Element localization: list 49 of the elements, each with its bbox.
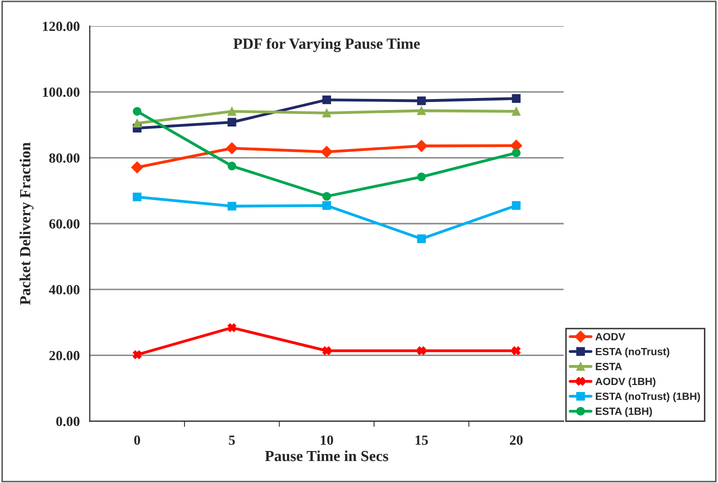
point <box>512 107 521 116</box>
x-tick-label: 20 <box>510 435 523 445</box>
legend-label: ESTA <box>596 362 622 370</box>
point <box>228 323 236 332</box>
point <box>417 106 426 116</box>
legend-label: ESTA (noTrust) <box>596 348 670 358</box>
y-tick-label: 20.00 <box>49 350 80 360</box>
x-axis-title: Pause Time in Secs <box>265 450 388 462</box>
legend-label: ESTA (1BH) <box>596 407 652 418</box>
point <box>417 234 426 244</box>
point <box>416 140 428 152</box>
point <box>512 346 521 356</box>
point <box>132 107 142 116</box>
point <box>228 162 236 170</box>
point <box>228 202 236 211</box>
point <box>132 118 142 128</box>
y-tick-label: 100.00 <box>42 88 80 97</box>
point <box>226 142 238 154</box>
point <box>417 346 426 356</box>
point <box>512 148 521 158</box>
y-tick-label: 60.00 <box>49 219 80 229</box>
point <box>322 108 332 118</box>
point <box>132 192 142 202</box>
point <box>320 146 333 158</box>
point <box>228 107 236 116</box>
legend-label: AODV <box>595 332 626 340</box>
point <box>322 201 332 210</box>
point <box>322 95 332 104</box>
legend-label: AODV (1BH) <box>595 377 656 388</box>
legend-label: ESTA (noTrust) (1BH) <box>596 392 700 402</box>
point <box>228 118 236 127</box>
point <box>132 350 142 360</box>
point <box>417 96 426 106</box>
x-tick-label: 10 <box>320 435 334 445</box>
point <box>131 161 144 174</box>
y-tick-label: 80.00 <box>49 153 80 163</box>
text: PDF for Varying Pause Time <box>233 38 420 52</box>
y-tick-label: 0.00 <box>56 416 80 426</box>
point <box>512 201 521 210</box>
x-tick-label: 5 <box>228 436 235 445</box>
point <box>322 192 332 201</box>
y-tick-label: 40.00 <box>48 285 80 294</box>
y-axis-title: Packet Delivery Fraction <box>20 142 34 305</box>
x-tick-label: 15 <box>416 436 428 445</box>
y-tick-label: 120.00 <box>42 22 80 32</box>
x-tick-label: 0 <box>134 435 140 445</box>
point <box>512 94 521 103</box>
point <box>417 172 426 182</box>
point <box>322 346 332 356</box>
